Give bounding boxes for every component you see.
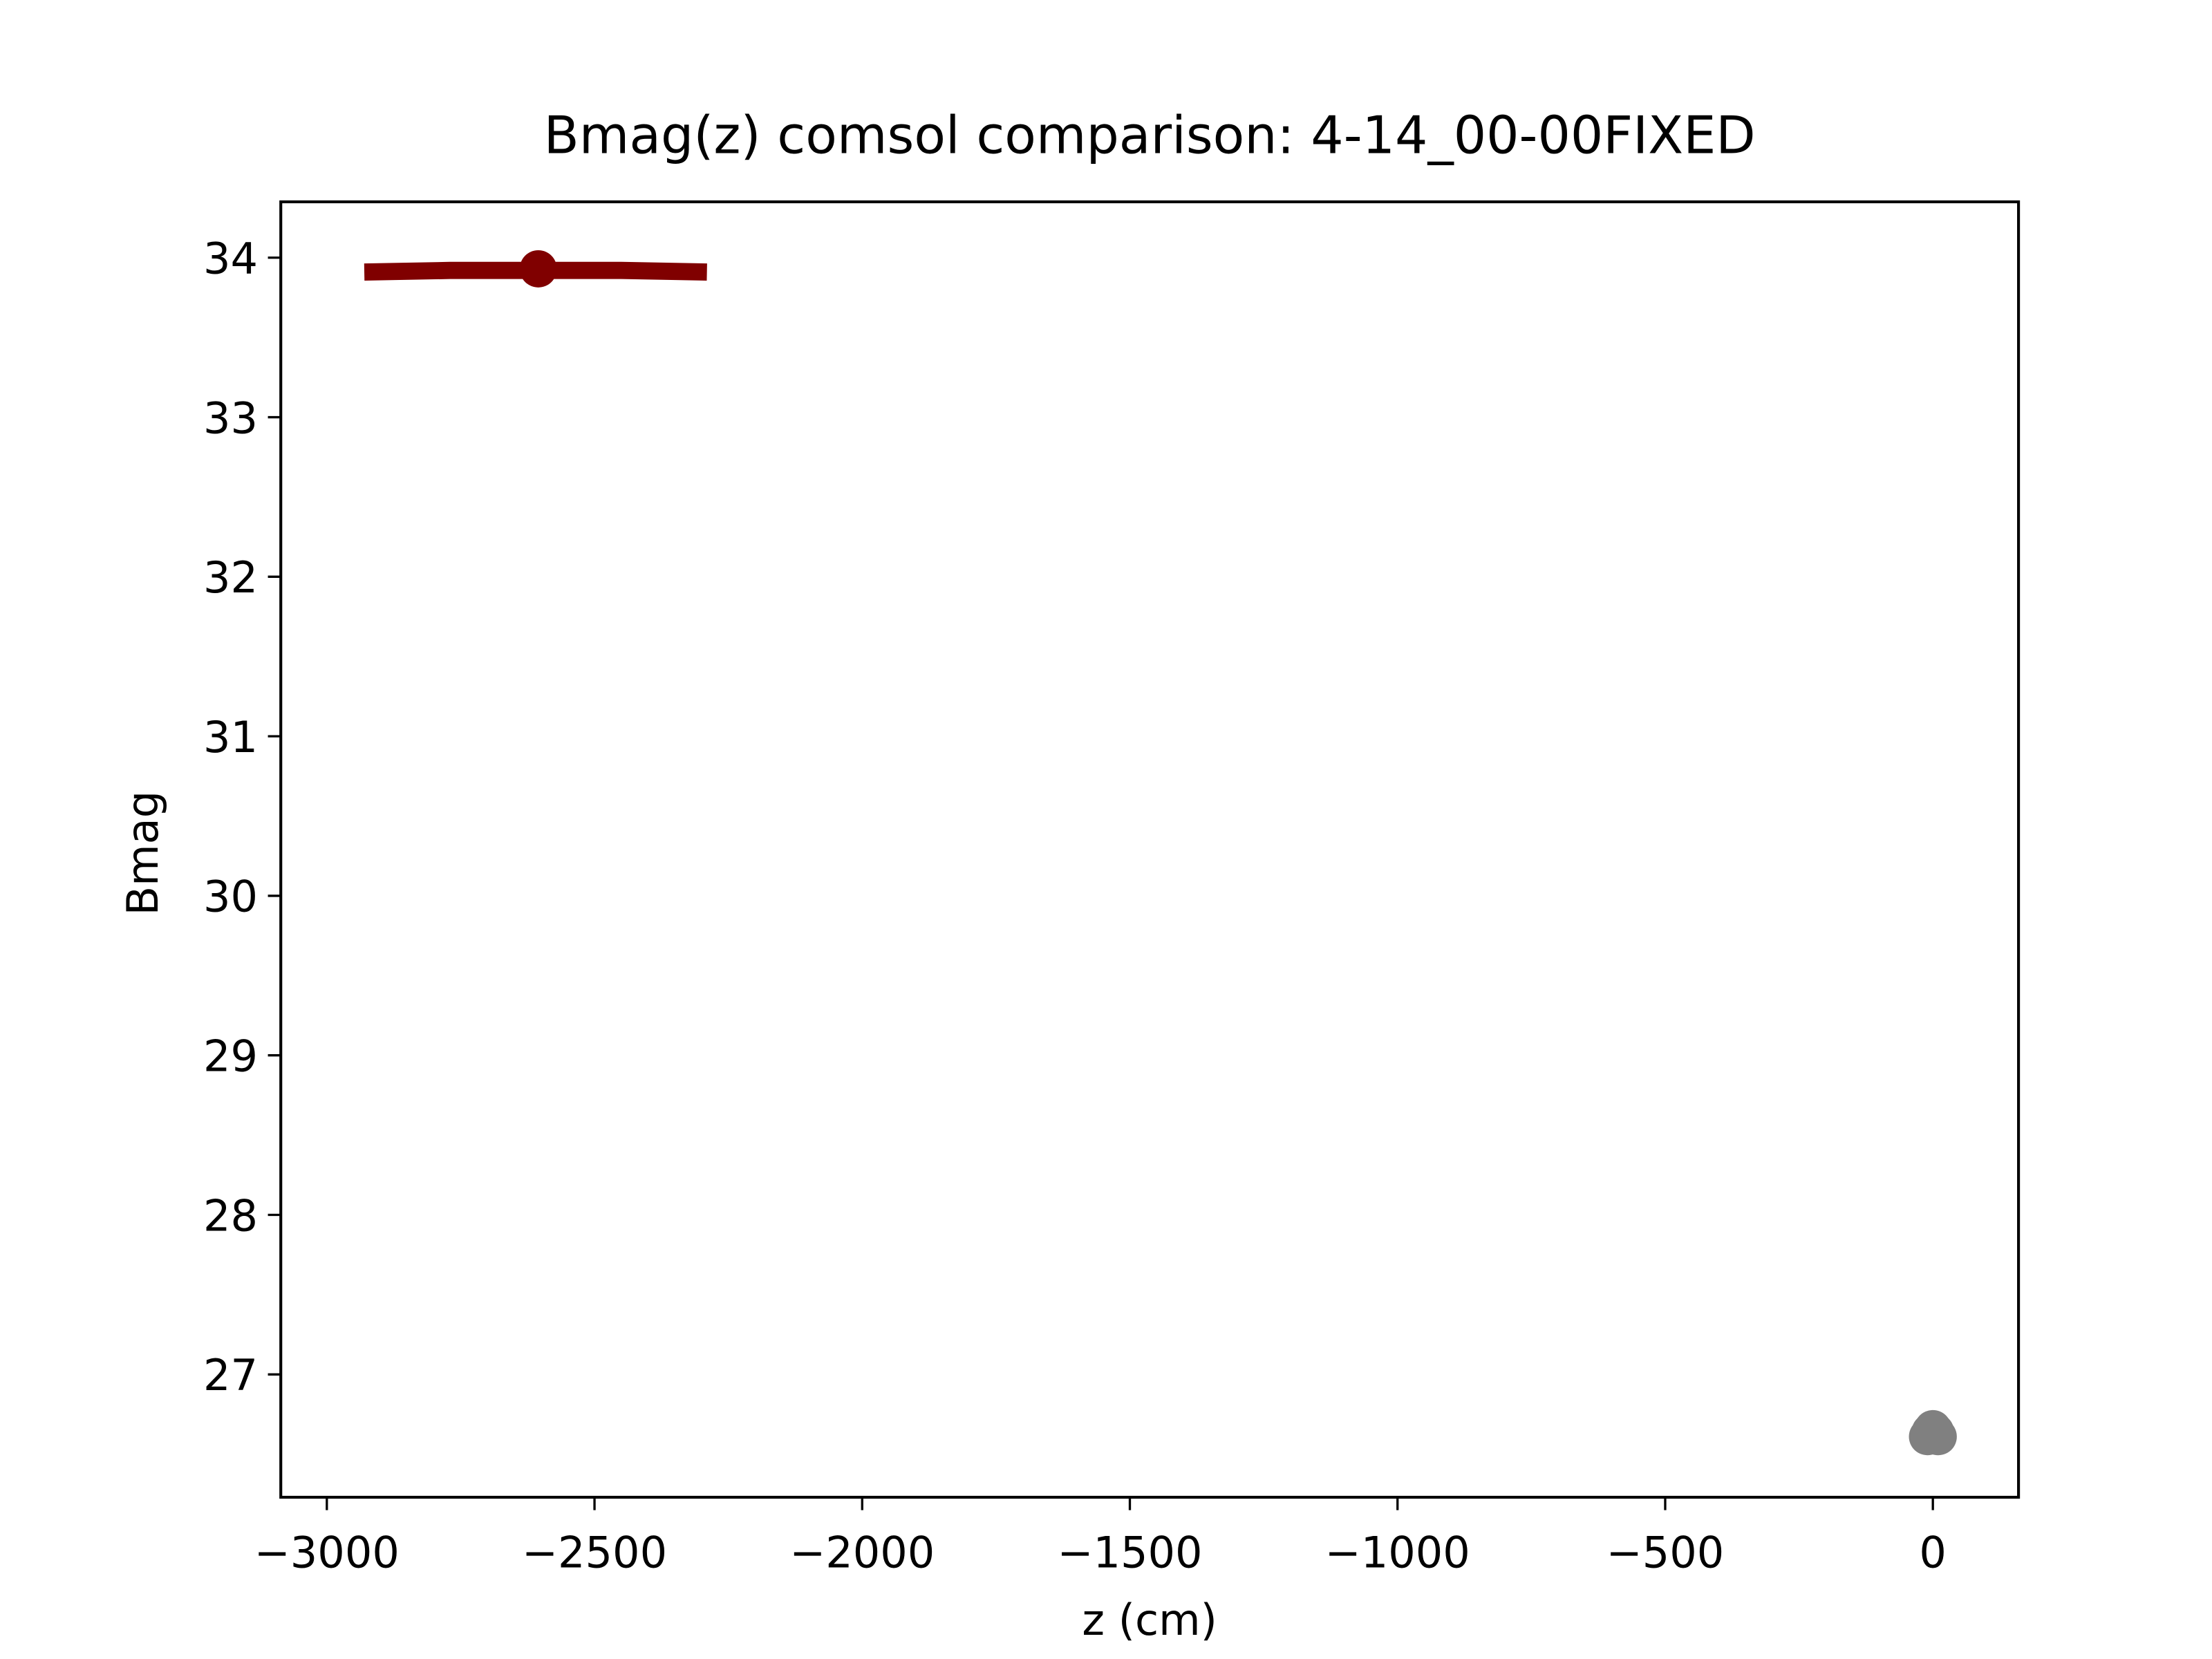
x-tick-label: −3000 (254, 1527, 400, 1577)
data-point (519, 250, 557, 288)
y-tick-label: 27 (203, 1350, 258, 1400)
x-tick-label: −1000 (1325, 1527, 1470, 1577)
plot-frame (279, 200, 2021, 1499)
x-tick-label: −2500 (522, 1527, 667, 1577)
chart-title: Bmag(z) comsol comparison: 4-14_00-00FIX… (544, 106, 1756, 166)
y-tick-label: 33 (203, 393, 258, 443)
y-tick-label: 32 (203, 552, 258, 603)
x-tick-label: −1500 (1057, 1527, 1202, 1577)
y-axis-label: Bmag (118, 791, 168, 916)
x-tick-label: −500 (1606, 1527, 1725, 1577)
y-tick-label: 29 (203, 1031, 258, 1081)
y-tick-label: 34 (203, 234, 258, 284)
y-tick-label: 28 (203, 1190, 258, 1241)
x-tick-label: 0 (1919, 1527, 1947, 1577)
x-tick-label: −2000 (789, 1527, 935, 1577)
x-axis-label: z (cm) (1082, 1595, 1217, 1645)
y-tick-label: 31 (203, 712, 258, 762)
data-point (1917, 1413, 1954, 1451)
y-tick-label: 30 (203, 872, 258, 922)
